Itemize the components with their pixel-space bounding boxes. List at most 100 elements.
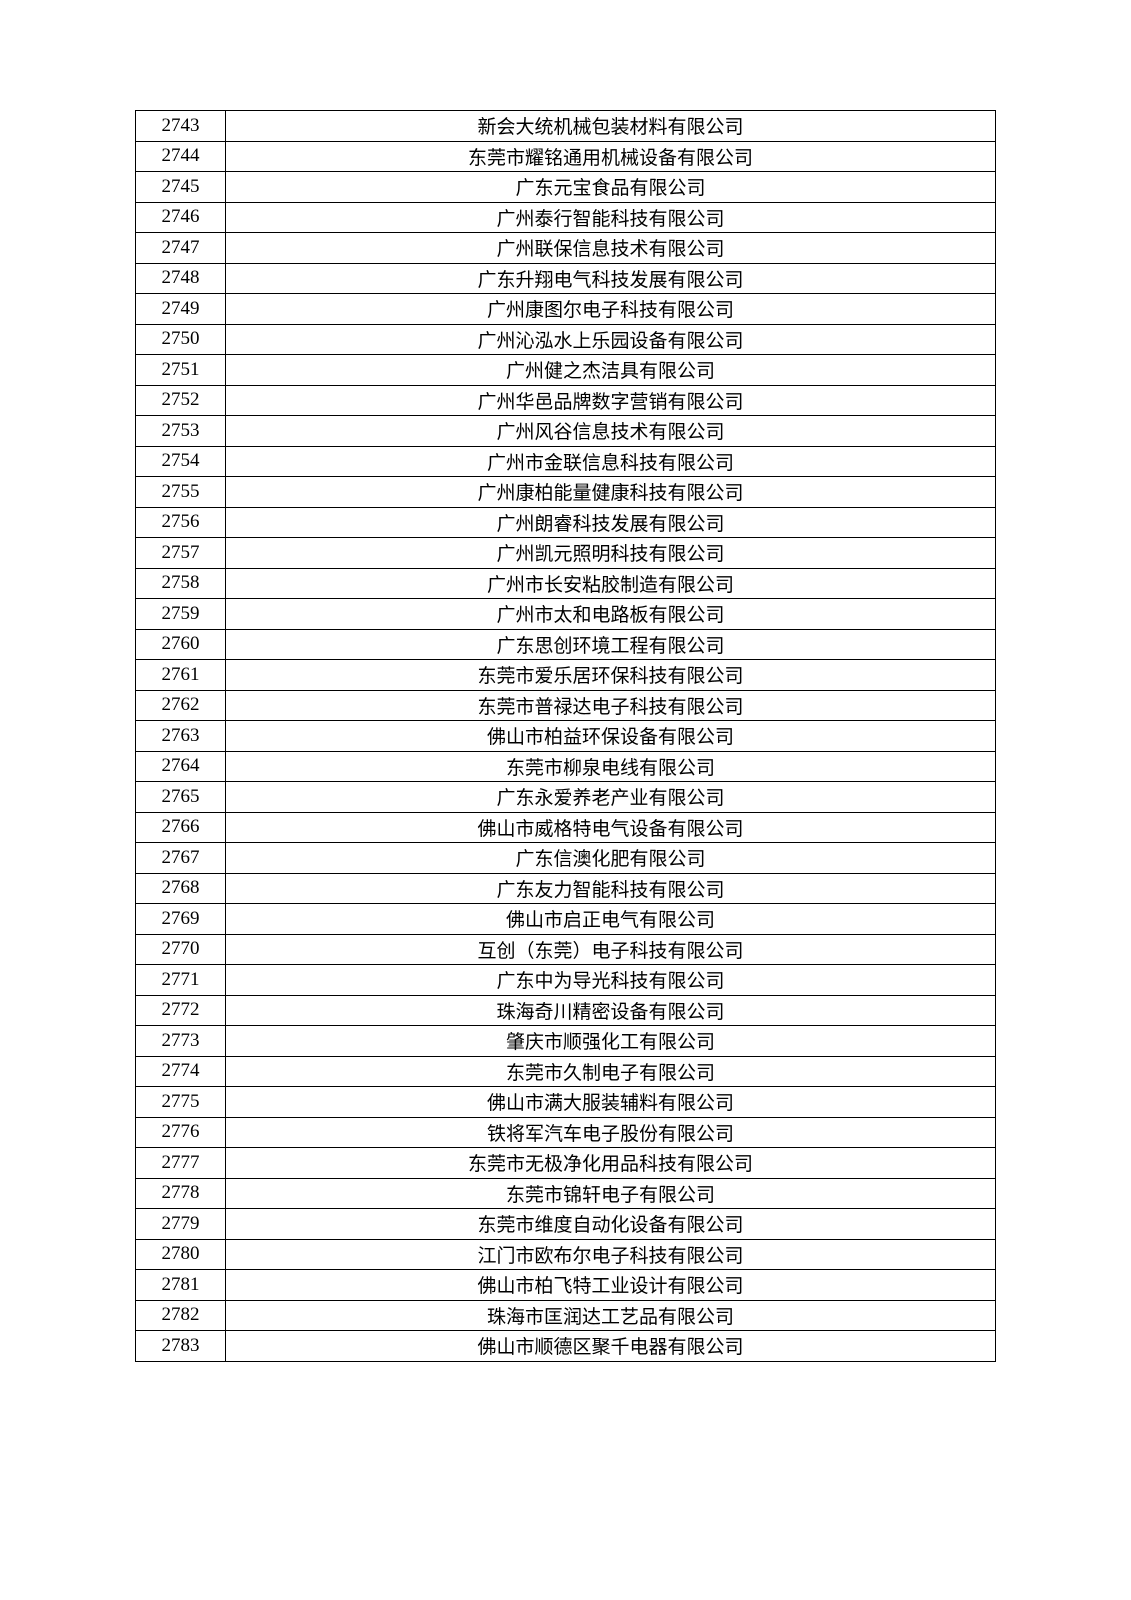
company-name: 广州健之杰洁具有限公司: [226, 355, 996, 386]
row-number: 2781: [136, 1270, 226, 1301]
table-row: 2767广东信澳化肥有限公司: [136, 843, 996, 874]
table-row: 2771广东中为导光科技有限公司: [136, 965, 996, 996]
row-number: 2772: [136, 995, 226, 1026]
table-row: 2764东莞市柳泉电线有限公司: [136, 751, 996, 782]
company-name: 广东升翔电气科技发展有限公司: [226, 263, 996, 294]
company-name: 广东友力智能科技有限公司: [226, 873, 996, 904]
company-name: 新会大统机械包装材料有限公司: [226, 111, 996, 142]
company-name: 佛山市启正电气有限公司: [226, 904, 996, 935]
table-row: 2750广州沁泓水上乐园设备有限公司: [136, 324, 996, 355]
table-row: 2766佛山市威格特电气设备有限公司: [136, 812, 996, 843]
company-name: 广州市金联信息科技有限公司: [226, 446, 996, 477]
table-row: 2772珠海奇川精密设备有限公司: [136, 995, 996, 1026]
company-name: 广州风谷信息技术有限公司: [226, 416, 996, 447]
row-number: 2745: [136, 172, 226, 203]
row-number: 2749: [136, 294, 226, 325]
table-row: 2779东莞市维度自动化设备有限公司: [136, 1209, 996, 1240]
table-row: 2756广州朗睿科技发展有限公司: [136, 507, 996, 538]
row-number: 2779: [136, 1209, 226, 1240]
company-name: 广东中为导光科技有限公司: [226, 965, 996, 996]
table-row: 2753广州风谷信息技术有限公司: [136, 416, 996, 447]
table-row: 2755广州康柏能量健康科技有限公司: [136, 477, 996, 508]
company-name: 佛山市柏益环保设备有限公司: [226, 721, 996, 752]
row-number: 2776: [136, 1117, 226, 1148]
row-number: 2759: [136, 599, 226, 630]
company-name: 广州华邑品牌数字营销有限公司: [226, 385, 996, 416]
table-row: 2758广州市长安粘胶制造有限公司: [136, 568, 996, 599]
row-number: 2748: [136, 263, 226, 294]
company-name: 铁将军汽车电子股份有限公司: [226, 1117, 996, 1148]
row-number: 2778: [136, 1178, 226, 1209]
company-name: 广东思创环境工程有限公司: [226, 629, 996, 660]
document-page: 2743新会大统机械包装材料有限公司2744东莞市耀铭通用机械设备有限公司274…: [0, 0, 1131, 1600]
table-row: 2775佛山市满大服装辅料有限公司: [136, 1087, 996, 1118]
company-name: 东莞市锦轩电子有限公司: [226, 1178, 996, 1209]
row-number: 2751: [136, 355, 226, 386]
company-name: 广州泰行智能科技有限公司: [226, 202, 996, 233]
row-number: 2769: [136, 904, 226, 935]
row-number: 2753: [136, 416, 226, 447]
row-number: 2764: [136, 751, 226, 782]
company-name: 广东永爱养老产业有限公司: [226, 782, 996, 813]
table-row: 2751广州健之杰洁具有限公司: [136, 355, 996, 386]
company-name: 佛山市顺德区聚千电器有限公司: [226, 1331, 996, 1362]
table-row: 2778东莞市锦轩电子有限公司: [136, 1178, 996, 1209]
company-name: 广州沁泓水上乐园设备有限公司: [226, 324, 996, 355]
table-row: 2780江门市欧布尔电子科技有限公司: [136, 1239, 996, 1270]
table-row: 2760广东思创环境工程有限公司: [136, 629, 996, 660]
company-name: 佛山市满大服装辅料有限公司: [226, 1087, 996, 1118]
row-number: 2758: [136, 568, 226, 599]
company-name: 珠海市匡润达工艺品有限公司: [226, 1300, 996, 1331]
table-body: 2743新会大统机械包装材料有限公司2744东莞市耀铭通用机械设备有限公司274…: [136, 111, 996, 1362]
row-number: 2761: [136, 660, 226, 691]
table-row: 2746广州泰行智能科技有限公司: [136, 202, 996, 233]
row-number: 2744: [136, 141, 226, 172]
company-name: 广州康柏能量健康科技有限公司: [226, 477, 996, 508]
row-number: 2762: [136, 690, 226, 721]
row-number: 2760: [136, 629, 226, 660]
row-number: 2766: [136, 812, 226, 843]
row-number: 2767: [136, 843, 226, 874]
row-number: 2755: [136, 477, 226, 508]
row-number: 2750: [136, 324, 226, 355]
company-name: 东莞市久制电子有限公司: [226, 1056, 996, 1087]
table-row: 2743新会大统机械包装材料有限公司: [136, 111, 996, 142]
row-number: 2763: [136, 721, 226, 752]
table-row: 2770互创（东莞）电子科技有限公司: [136, 934, 996, 965]
row-number: 2773: [136, 1026, 226, 1057]
row-number: 2770: [136, 934, 226, 965]
company-name: 广东信澳化肥有限公司: [226, 843, 996, 874]
table-row: 2761东莞市爱乐居环保科技有限公司: [136, 660, 996, 691]
company-name: 东莞市维度自动化设备有限公司: [226, 1209, 996, 1240]
table-row: 2759广州市太和电路板有限公司: [136, 599, 996, 630]
row-number: 2747: [136, 233, 226, 264]
table-row: 2776铁将军汽车电子股份有限公司: [136, 1117, 996, 1148]
row-number: 2754: [136, 446, 226, 477]
row-number: 2783: [136, 1331, 226, 1362]
company-name: 广州康图尔电子科技有限公司: [226, 294, 996, 325]
row-number: 2768: [136, 873, 226, 904]
row-number: 2774: [136, 1056, 226, 1087]
company-name: 广州市长安粘胶制造有限公司: [226, 568, 996, 599]
company-name: 互创（东莞）电子科技有限公司: [226, 934, 996, 965]
company-name: 肇庆市顺强化工有限公司: [226, 1026, 996, 1057]
company-name: 佛山市威格特电气设备有限公司: [226, 812, 996, 843]
table-row: 2748广东升翔电气科技发展有限公司: [136, 263, 996, 294]
company-name: 江门市欧布尔电子科技有限公司: [226, 1239, 996, 1270]
company-name: 广州联保信息技术有限公司: [226, 233, 996, 264]
table-row: 2749广州康图尔电子科技有限公司: [136, 294, 996, 325]
row-number: 2777: [136, 1148, 226, 1179]
row-number: 2756: [136, 507, 226, 538]
table-row: 2757广州凯元照明科技有限公司: [136, 538, 996, 569]
table-row: 2765广东永爱养老产业有限公司: [136, 782, 996, 813]
row-number: 2765: [136, 782, 226, 813]
table-row: 2762东莞市普禄达电子科技有限公司: [136, 690, 996, 721]
row-number: 2780: [136, 1239, 226, 1270]
table-row: 2783佛山市顺德区聚千电器有限公司: [136, 1331, 996, 1362]
table-row: 2781佛山市柏飞特工业设计有限公司: [136, 1270, 996, 1301]
table-row: 2768广东友力智能科技有限公司: [136, 873, 996, 904]
company-name: 东莞市普禄达电子科技有限公司: [226, 690, 996, 721]
row-number: 2771: [136, 965, 226, 996]
table-row: 2744东莞市耀铭通用机械设备有限公司: [136, 141, 996, 172]
table-row: 2745广东元宝食品有限公司: [136, 172, 996, 203]
